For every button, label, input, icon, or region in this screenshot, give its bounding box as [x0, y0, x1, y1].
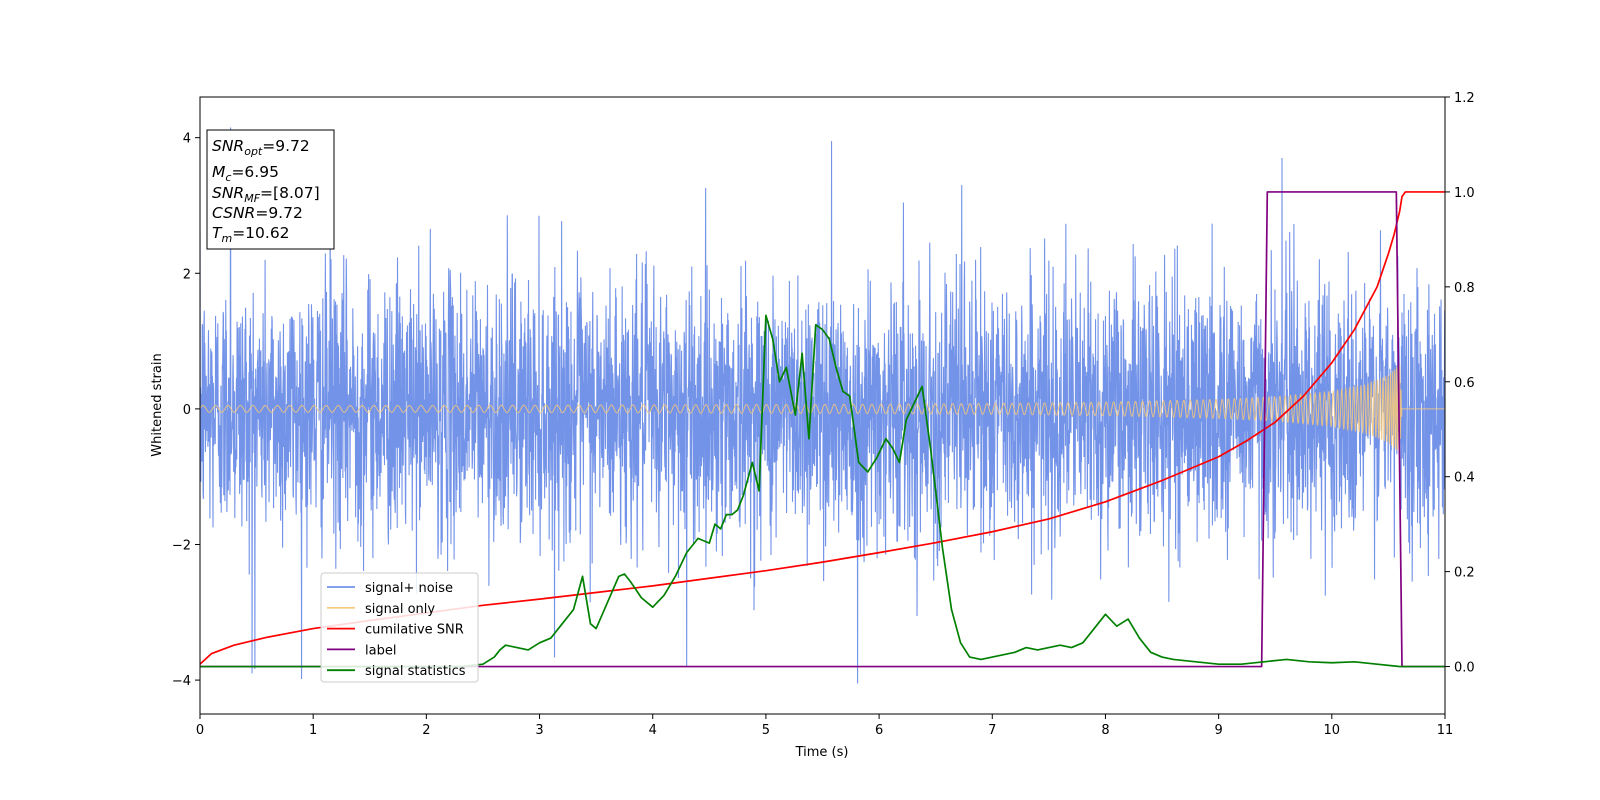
x-tick-label: 9 — [1214, 723, 1222, 738]
x-axis: 0 1 2 3 4 5 6 7 8 9 10 11 — [196, 714, 1453, 738]
info-box: SNRopt=9.72 Mc=6.95 SNRMF=[8.07] CSNR=9.… — [206, 129, 335, 250]
x-tick-label: 0 — [196, 723, 204, 738]
legend: signal+ noise signal only cumilative SNR la… — [320, 572, 479, 683]
y-tick-label: −2 — [172, 538, 191, 553]
info-mc: Mc=6.95 — [212, 163, 279, 184]
x-tick-label: 8 — [1101, 723, 1109, 738]
x-tick-label: 10 — [1324, 723, 1341, 738]
y2-tick-label: 0.6 — [1454, 376, 1475, 391]
y2-tick-label: 0.8 — [1454, 281, 1475, 296]
x-tick-label: 4 — [649, 723, 657, 738]
x-tick-label: 1 — [309, 723, 317, 738]
y2-tick-label: 1.0 — [1454, 186, 1475, 201]
y2-tick-label: 0.0 — [1454, 661, 1475, 676]
legend-label: signal+ noise — [365, 581, 453, 596]
y2-tick-label: 0.2 — [1454, 566, 1475, 581]
y-tick-label: 2 — [183, 267, 191, 282]
info-snr-opt: SNRopt=9.72 — [212, 137, 310, 158]
legend-label: cumilative SNR — [365, 623, 464, 638]
info-snr-mf: SNRMF=[8.07] — [212, 184, 320, 205]
series-signal-only — [200, 364, 1445, 453]
x-tick-label: 11 — [1437, 723, 1454, 738]
x-tick-label: 3 — [535, 723, 543, 738]
y-axis-left: −4 −2 0 2 4 — [172, 132, 200, 689]
legend-label: signal only — [365, 602, 435, 617]
x-axis-title: Time (s) — [795, 745, 849, 760]
x-tick-label: 6 — [875, 723, 883, 738]
info-tm: Tm=10.62 — [212, 224, 290, 245]
y2-tick-label: 1.2 — [1454, 91, 1475, 106]
series-signal-statistics — [200, 314, 1445, 668]
x-tick-label: 7 — [988, 723, 996, 738]
y-axis-title: Whitened strain — [150, 353, 165, 456]
legend-label: label — [365, 643, 396, 658]
y-tick-label: 4 — [183, 132, 191, 147]
y-tick-label: 0 — [183, 403, 191, 418]
info-csnr: CSNR=9.72 — [212, 204, 303, 222]
y-axis-right: 0.0 0.2 0.4 0.6 0.8 1.0 1.2 — [1445, 91, 1475, 676]
y-tick-label: −4 — [172, 674, 191, 689]
x-tick-label: 5 — [762, 723, 770, 738]
x-tick-label: 2 — [422, 723, 430, 738]
y2-tick-label: 0.4 — [1454, 471, 1475, 486]
plot-frame — [199, 96, 1446, 715]
legend-label: signal statistics — [365, 664, 466, 679]
